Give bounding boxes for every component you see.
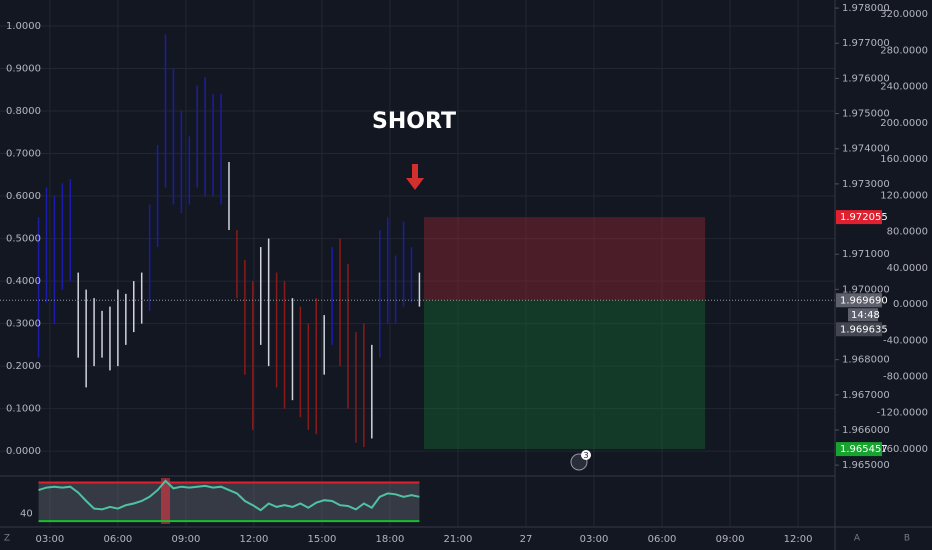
x-tick-label: 15:00	[308, 534, 337, 545]
x-tick-label: 27	[520, 534, 533, 545]
y-tick-label: 0.3000	[6, 319, 41, 330]
stop-zone	[423, 217, 706, 301]
y2-tick-label: 40.0000	[887, 263, 928, 274]
indicator-band	[38, 482, 420, 522]
x-tick-label: 21:00	[444, 534, 473, 545]
price-tick-label: 1.977000	[842, 38, 890, 49]
y-tick-label: 0.6000	[6, 191, 41, 202]
target-tag-bg	[836, 442, 882, 457]
y2-tick-label: -80.0000	[883, 372, 928, 383]
price-tick-label: 1.966000	[842, 425, 890, 436]
price-tick-label: 1.965000	[842, 460, 890, 471]
price-tick-label: 1.974000	[842, 144, 890, 155]
last-price-tag-bg	[836, 322, 882, 337]
corner-button[interactable]: B	[904, 534, 910, 544]
indicator-line	[38, 479, 420, 512]
x-tick-label: 18:00	[376, 534, 405, 545]
price-tick-label: 1.970000	[842, 284, 890, 295]
price-tick-label: 1.976000	[842, 73, 890, 84]
y2-tick-label: 120.0000	[880, 190, 928, 201]
y2-tick-label: 160.0000	[880, 154, 928, 165]
y2-tick-label: -160.0000	[877, 444, 928, 455]
y2-tick-label: -120.0000	[877, 408, 928, 419]
annotation: SHORT	[372, 109, 456, 134]
countdown-bg	[848, 308, 878, 322]
target-tag: 1.965457	[840, 444, 888, 455]
target-zone	[423, 300, 706, 450]
y-tick-label: 1.0000	[6, 21, 41, 32]
y-tick-label: 0.8000	[6, 106, 41, 117]
y2-tick-label: -40.0000	[883, 335, 928, 346]
y-tick-label: 0.9000	[6, 63, 41, 74]
entry-tag-bg	[836, 293, 882, 308]
event-count: 3	[583, 451, 588, 460]
y2-tick-label: 320.0000	[880, 9, 928, 20]
grid	[0, 0, 835, 527]
y2-tick-label: 200.0000	[880, 118, 928, 129]
x-tick-label: 09:00	[171, 534, 200, 545]
event-count-bg	[581, 450, 591, 460]
y-tick-label: 0.0000	[6, 446, 41, 457]
short-arrow	[406, 164, 424, 190]
x-tick-label: 06:00	[103, 534, 132, 545]
x-tick-label: 09:00	[716, 534, 745, 545]
price-tick-label: 1.975000	[842, 109, 890, 120]
y2-tick-label: 240.0000	[880, 82, 928, 93]
indicator-tick-label: 40	[20, 509, 33, 520]
y-tick-label: 0.1000	[6, 404, 41, 415]
indicator-highlight	[160, 478, 171, 524]
x-tick-label: 12:00	[240, 534, 269, 545]
corner-button[interactable]: Z	[4, 534, 10, 544]
y-tick-label: 0.5000	[6, 234, 41, 245]
corner-button[interactable]: A	[854, 534, 861, 544]
price-tick-label: 1.973000	[842, 179, 890, 190]
price-tick-label: 1.978000	[842, 3, 890, 14]
x-tick-label: 03:00	[35, 534, 64, 545]
y-tick-label: 0.4000	[6, 276, 41, 287]
y-tick-label: 0.7000	[6, 149, 41, 160]
price-tick-label: 1.968000	[842, 355, 890, 366]
x-tick-label: 06:00	[648, 534, 677, 545]
y-tick-label: 0.2000	[6, 361, 41, 372]
stop-tag-bg	[836, 210, 882, 225]
price-tick-label: 1.967000	[842, 390, 890, 401]
last-price-tag: 1.969635	[840, 324, 888, 335]
countdown: 14:48	[851, 310, 880, 321]
price-tick-label: 1.971000	[842, 249, 890, 260]
plot-area: 3	[0, 34, 835, 524]
y2-tick-label: 80.0000	[887, 227, 928, 238]
entry-tag: 1.969690	[840, 295, 888, 306]
y2-tick-label: 280.0000	[880, 45, 928, 56]
y2-tick-label: 0.0000	[893, 299, 928, 310]
x-tick-label: 03:00	[580, 534, 609, 545]
stop-tag: 1.972055	[840, 212, 888, 223]
axes: 03:00 06:00 09:00 12:00 15:00 18:00 21:00 27 03:…	[4, 3, 928, 545]
x-tick-label: 12:00	[784, 534, 813, 545]
